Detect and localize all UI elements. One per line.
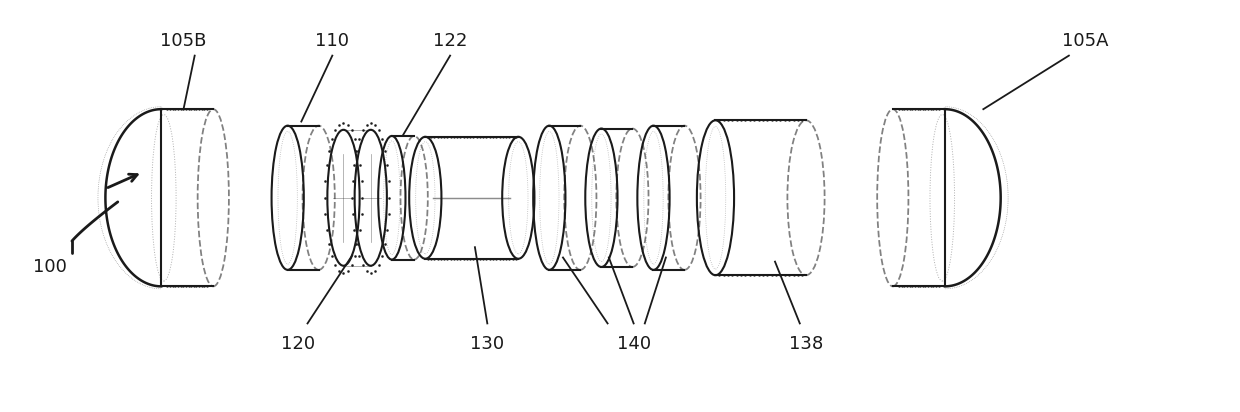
Text: 130: 130	[470, 335, 505, 353]
Text: 110: 110	[315, 32, 350, 50]
Text: 138: 138	[789, 335, 823, 353]
Text: 120: 120	[280, 335, 315, 353]
Text: 100: 100	[32, 258, 67, 276]
Text: 140: 140	[616, 335, 651, 353]
Text: 105A: 105A	[1061, 32, 1109, 50]
Text: 122: 122	[433, 32, 467, 50]
Text: 105B: 105B	[160, 32, 207, 50]
